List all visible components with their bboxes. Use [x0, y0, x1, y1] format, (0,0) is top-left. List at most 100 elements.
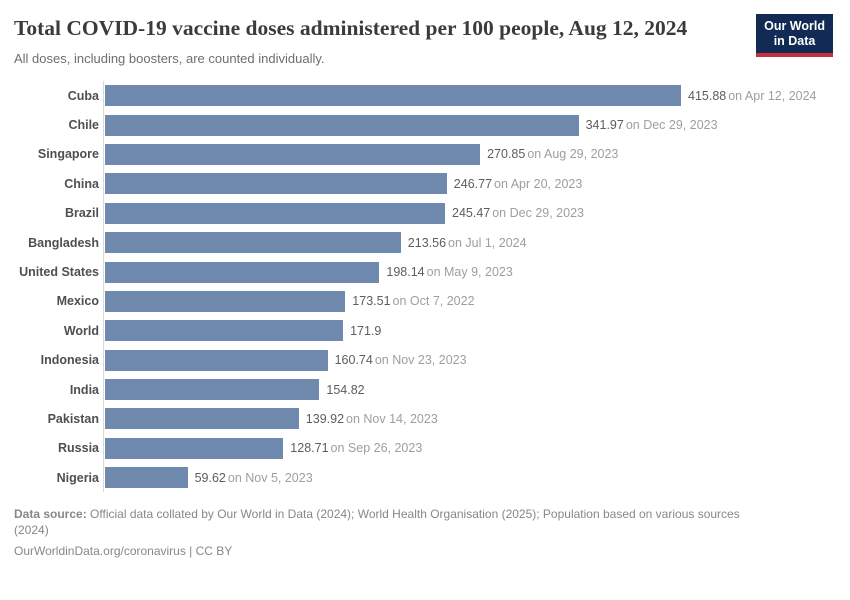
value-label: 173.51 on Oct 7, 2022	[352, 294, 474, 308]
bar-area: 139.92 on Nov 14, 2023	[105, 408, 836, 430]
bar	[105, 379, 320, 401]
value-date: on Nov 5, 2023	[227, 470, 313, 485]
value-number: 198.14	[386, 265, 425, 280]
category-label: Bangladesh	[28, 235, 99, 250]
bar-area: 160.74 on Nov 23, 2023	[105, 349, 836, 371]
category-label: Nigeria	[56, 470, 99, 485]
category-label: Pakistan	[47, 411, 99, 426]
value-label: 213.56 on Jul 1, 2024	[408, 236, 527, 250]
category-label: Chile	[68, 118, 99, 133]
chart-title: Total COVID-19 vaccine doses administere…	[14, 16, 688, 40]
chart-header: Total COVID-19 vaccine doses administere…	[14, 14, 836, 66]
bar-row: Cuba 415.88 on Apr 12, 2024	[14, 81, 836, 110]
value-label: 245.47 on Dec 29, 2023	[452, 206, 584, 220]
bar	[105, 173, 447, 195]
bar-area: 173.51 on Oct 7, 2022	[105, 290, 836, 312]
category-label: Singapore	[37, 147, 99, 162]
value-number: 171.9	[350, 323, 382, 338]
value-label: 171.9	[350, 324, 383, 338]
bar-area: 415.88 on Apr 12, 2024	[105, 85, 836, 107]
bar	[105, 143, 481, 165]
bar-area: 341.97 on Dec 29, 2023	[105, 114, 836, 136]
bar-row: Chile 341.97 on Dec 29, 2023	[14, 110, 836, 139]
bar-row: Singapore 270.85 on Aug 29, 2023	[14, 140, 836, 169]
value-label: 341.97 on Dec 29, 2023	[586, 118, 718, 132]
bar-row: Bangladesh 213.56 on Jul 1, 2024	[14, 228, 836, 257]
value-label: 246.77 on Apr 20, 2023	[454, 177, 583, 191]
bar	[105, 349, 328, 371]
category-label: United States	[19, 265, 99, 280]
bar	[105, 437, 284, 459]
value-date: on Nov 14, 2023	[346, 411, 438, 426]
value-label: 415.88 on Apr 12, 2024	[688, 89, 817, 103]
bar	[105, 408, 299, 430]
bar-area: 246.77 on Apr 20, 2023	[105, 173, 836, 195]
attribution-line: OurWorldinData.org/coronavirus | CC BY	[14, 544, 233, 559]
category-label: Mexico	[56, 294, 99, 309]
data-source-text-wrap: (2024)	[14, 522, 49, 537]
bar-area: 270.85 on Aug 29, 2023	[105, 143, 836, 165]
value-label: 270.85 on Aug 29, 2023	[487, 147, 618, 161]
value-label: 160.74 on Nov 23, 2023	[335, 353, 467, 367]
bar-row: India 154.82	[14, 375, 836, 404]
bar-row: Mexico 173.51 on Oct 7, 2022	[14, 287, 836, 316]
value-label: 139.92 on Nov 14, 2023	[306, 412, 438, 426]
value-date: on May 9, 2023	[426, 265, 513, 280]
value-number: 154.82	[326, 382, 365, 397]
value-number: 160.74	[334, 353, 373, 368]
category-label: Russia	[58, 441, 99, 456]
value-date: on Sep 26, 2023	[330, 441, 423, 456]
category-label: India	[69, 382, 99, 397]
owid-logo-line1: Our World	[764, 19, 825, 33]
bar-row: Brazil 245.47 on Dec 29, 2023	[14, 199, 836, 228]
value-label: 59.62 on Nov 5, 2023	[195, 471, 313, 485]
bar-area: 128.71 on Sep 26, 2023	[105, 437, 836, 459]
bar	[105, 85, 681, 107]
bar	[105, 467, 188, 489]
value-date: on Oct 7, 2022	[392, 294, 475, 309]
category-label: Cuba	[67, 88, 99, 103]
owid-logo: Our World in Data	[756, 14, 833, 57]
chart-footer: Data source: Official data collated by O…	[14, 507, 836, 558]
bar-area: 171.9	[105, 320, 836, 342]
value-number: 415.88	[688, 88, 727, 103]
data-source-text: Official data collated by Our World in D…	[86, 507, 740, 522]
bar	[105, 114, 579, 136]
bar-area: 245.47 on Dec 29, 2023	[105, 202, 836, 224]
chart-subtitle: All doses, including boosters, are count…	[14, 51, 325, 66]
bar	[105, 320, 344, 342]
value-label: 198.14 on May 9, 2023	[386, 265, 512, 279]
category-label: Indonesia	[40, 353, 99, 368]
bar-area: 213.56 on Jul 1, 2024	[105, 232, 836, 254]
value-number: 173.51	[352, 294, 391, 309]
bar-area: 154.82	[105, 379, 836, 401]
bar	[105, 261, 380, 283]
category-label: World	[63, 323, 99, 338]
data-source-line: Data source: Official data collated by O…	[14, 507, 819, 538]
value-number: 270.85	[487, 147, 526, 162]
bar	[105, 232, 401, 254]
bar	[105, 202, 445, 224]
category-label: China	[64, 176, 99, 191]
value-date: on Dec 29, 2023	[625, 118, 718, 133]
bar-chart: Cuba 415.88 on Apr 12, 2024 Chile 341.97 o…	[14, 81, 836, 493]
value-number: 139.92	[305, 411, 345, 426]
bar-row: World 171.9	[14, 316, 836, 345]
bar-row: Russia 128.71 on Sep 26, 2023	[14, 434, 836, 463]
value-date: on Jul 1, 2024	[448, 235, 527, 250]
value-label: 128.71 on Sep 26, 2023	[290, 441, 422, 455]
value-number: 245.47	[452, 206, 491, 221]
value-number: 341.97	[585, 118, 624, 133]
value-number: 246.77	[453, 176, 493, 191]
bar-row: Nigeria 59.62 on Nov 5, 2023	[14, 463, 836, 492]
value-label: 154.82	[326, 383, 366, 397]
bar	[105, 290, 346, 312]
owid-logo-line2: in Data	[773, 34, 816, 48]
category-label: Brazil	[64, 206, 99, 221]
value-date: on Dec 29, 2023	[492, 206, 584, 221]
value-date: on Apr 12, 2024	[728, 88, 817, 103]
data-source-label: Data source:	[14, 507, 87, 522]
bar-row: United States 198.14 on May 9, 2023	[14, 257, 836, 286]
bar-row: Indonesia 160.74 on Nov 23, 2023	[14, 346, 836, 375]
